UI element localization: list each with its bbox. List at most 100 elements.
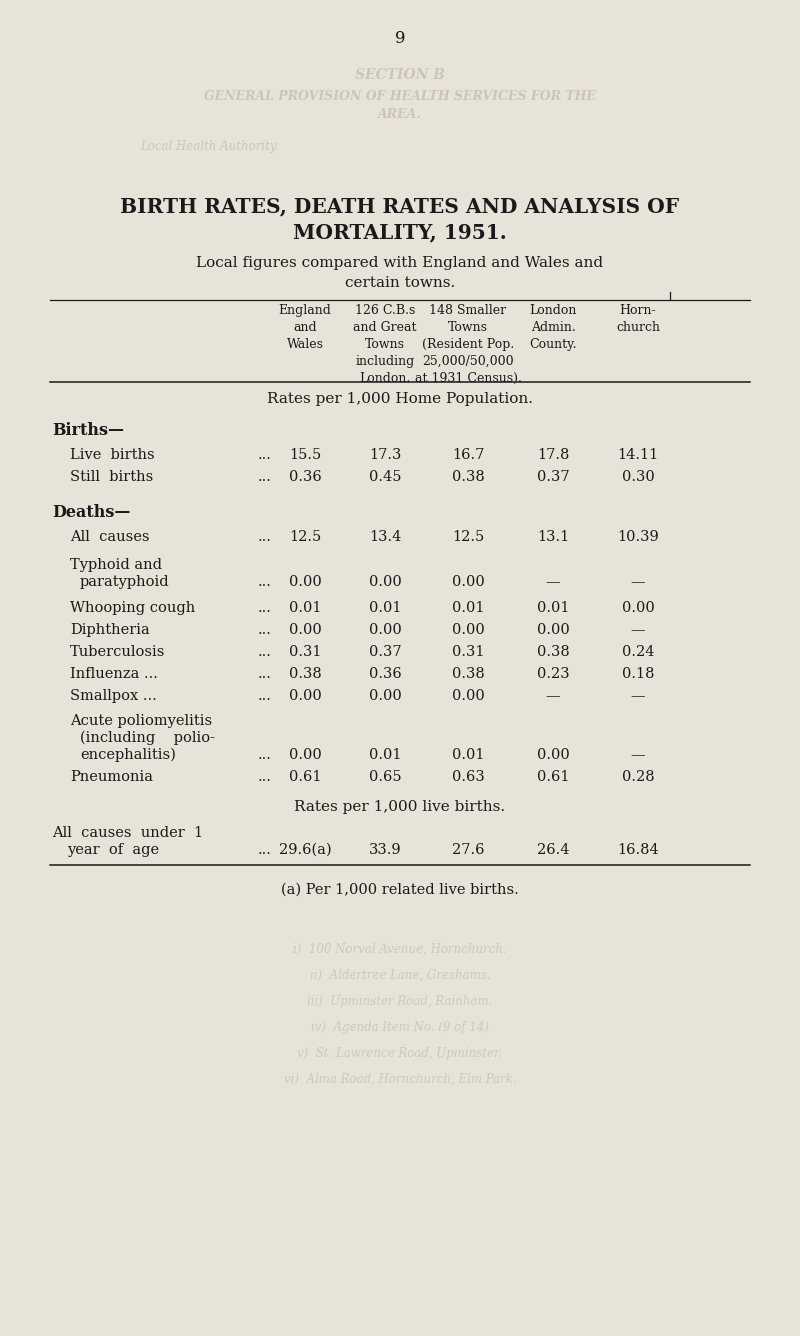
Text: 0.01: 0.01 (289, 601, 322, 615)
Text: 16.84: 16.84 (617, 843, 659, 856)
Text: 0.24: 0.24 (622, 645, 654, 659)
Text: 15.5: 15.5 (289, 448, 321, 462)
Text: —: — (630, 689, 646, 703)
Text: —: — (630, 623, 646, 637)
Text: vi)  Alma Road, Hornchurch, Elm Park.: vi) Alma Road, Hornchurch, Elm Park. (284, 1073, 516, 1086)
Text: Pneumonia: Pneumonia (70, 770, 153, 784)
Text: 0.23: 0.23 (537, 667, 570, 681)
Text: 0.01: 0.01 (537, 601, 570, 615)
Text: 14.11: 14.11 (618, 448, 658, 462)
Text: —: — (546, 574, 560, 589)
Text: 27.6: 27.6 (452, 843, 484, 856)
Text: Rates per 1,000 Home Population.: Rates per 1,000 Home Population. (267, 391, 533, 406)
Text: 0.38: 0.38 (289, 667, 322, 681)
Text: 0.28: 0.28 (622, 770, 654, 784)
Text: 12.5: 12.5 (289, 530, 321, 544)
Text: 0.01: 0.01 (369, 601, 402, 615)
Text: Acute poliomyelitis: Acute poliomyelitis (70, 713, 212, 728)
Text: 13.4: 13.4 (369, 530, 401, 544)
Text: Horn-
church: Horn- church (616, 305, 660, 334)
Text: Whooping cough: Whooping cough (70, 601, 195, 615)
Text: 0.00: 0.00 (289, 689, 322, 703)
Text: 0.65: 0.65 (369, 770, 402, 784)
Text: 26.4: 26.4 (537, 843, 570, 856)
Text: 17.8: 17.8 (537, 448, 569, 462)
Text: ...: ... (258, 645, 272, 659)
Text: Local figures compared with England and Wales and: Local figures compared with England and … (197, 257, 603, 270)
Text: ...: ... (258, 689, 272, 703)
Text: 0.38: 0.38 (452, 667, 484, 681)
Text: BIRTH RATES, DEATH RATES AND ANALYSIS OF: BIRTH RATES, DEATH RATES AND ANALYSIS OF (121, 196, 679, 216)
Text: Still  births: Still births (70, 470, 154, 484)
Text: (a) Per 1,000 related live births.: (a) Per 1,000 related live births. (281, 883, 519, 896)
Text: —: — (546, 689, 560, 703)
Text: England
and
Wales: England and Wales (278, 305, 331, 351)
Text: 16.7: 16.7 (452, 448, 484, 462)
Text: (including    polio-: (including polio- (80, 731, 215, 745)
Text: encephalitis): encephalitis) (80, 748, 176, 763)
Text: London
Admin.
County.: London Admin. County. (530, 305, 577, 351)
Text: GENERAL PROVISION OF HEALTH SERVICES FOR THE: GENERAL PROVISION OF HEALTH SERVICES FOR… (204, 90, 596, 103)
Text: 0.38: 0.38 (537, 645, 570, 659)
Text: 0.01: 0.01 (369, 748, 402, 762)
Text: 0.30: 0.30 (622, 470, 654, 484)
Text: 0.36: 0.36 (369, 667, 402, 681)
Text: Diphtheria: Diphtheria (70, 623, 150, 637)
Text: MORTALITY, 1951.: MORTALITY, 1951. (293, 222, 507, 242)
Text: Live  births: Live births (70, 448, 154, 462)
Text: 0.61: 0.61 (289, 770, 322, 784)
Text: 13.1: 13.1 (537, 530, 569, 544)
Text: 9: 9 (394, 29, 406, 47)
Text: ...: ... (258, 748, 272, 762)
Text: —: — (630, 574, 646, 589)
Text: —: — (630, 748, 646, 762)
Text: ...: ... (258, 470, 272, 484)
Text: 10.39: 10.39 (617, 530, 659, 544)
Text: v)  St. Lawrence Road, Upminster.: v) St. Lawrence Road, Upminster. (298, 1047, 502, 1059)
Text: 0.00: 0.00 (452, 623, 484, 637)
Text: Deaths—: Deaths— (52, 504, 130, 521)
Text: 0.01: 0.01 (452, 748, 484, 762)
Text: 0.00: 0.00 (537, 748, 570, 762)
Text: ...: ... (258, 601, 272, 615)
Text: 0.61: 0.61 (537, 770, 570, 784)
Text: Influenza ...: Influenza ... (70, 667, 158, 681)
Text: 0.45: 0.45 (369, 470, 402, 484)
Text: 0.31: 0.31 (289, 645, 322, 659)
Text: 0.00: 0.00 (289, 574, 322, 589)
Text: 0.01: 0.01 (452, 601, 484, 615)
Text: Local Health Authority.: Local Health Authority. (140, 140, 278, 154)
Text: iii)  Upminster Road, Rainham.: iii) Upminster Road, Rainham. (307, 995, 493, 1007)
Text: Typhoid and: Typhoid and (70, 558, 162, 572)
Text: Smallpox ...: Smallpox ... (70, 689, 157, 703)
Text: 29.6(a): 29.6(a) (278, 843, 331, 856)
Text: ...: ... (258, 843, 272, 856)
Text: 0.37: 0.37 (537, 470, 570, 484)
Text: year  of  age: year of age (67, 843, 159, 856)
Text: 0.00: 0.00 (289, 748, 322, 762)
Text: ...: ... (258, 574, 272, 589)
Text: i)  100 Norval Avenue, Hornchurch.: i) 100 Norval Avenue, Hornchurch. (293, 943, 507, 957)
Text: 0.00: 0.00 (369, 623, 402, 637)
Text: 17.3: 17.3 (369, 448, 401, 462)
Text: 33.9: 33.9 (369, 843, 402, 856)
Text: ...: ... (258, 770, 272, 784)
Text: iv)  Agenda Item No. (9 of 14): iv) Agenda Item No. (9 of 14) (311, 1021, 489, 1034)
Text: certain towns.: certain towns. (345, 277, 455, 290)
Text: 0.00: 0.00 (622, 601, 654, 615)
Text: 0.00: 0.00 (537, 623, 570, 637)
Text: All  causes  under  1: All causes under 1 (52, 826, 203, 840)
Text: 0.31: 0.31 (452, 645, 484, 659)
Text: Rates per 1,000 live births.: Rates per 1,000 live births. (294, 800, 506, 814)
Text: 0.00: 0.00 (369, 574, 402, 589)
Text: ...: ... (258, 623, 272, 637)
Text: 126 C.B.s
and Great
Towns
including
London.: 126 C.B.s and Great Towns including Lond… (354, 305, 417, 385)
Text: 0.00: 0.00 (289, 623, 322, 637)
Text: 0.36: 0.36 (289, 470, 322, 484)
Text: paratyphoid: paratyphoid (80, 574, 170, 589)
Text: ...: ... (258, 530, 272, 544)
Text: 0.00: 0.00 (452, 689, 484, 703)
Text: AREA.: AREA. (378, 108, 422, 122)
Text: ...: ... (258, 448, 272, 462)
Text: 0.38: 0.38 (452, 470, 484, 484)
